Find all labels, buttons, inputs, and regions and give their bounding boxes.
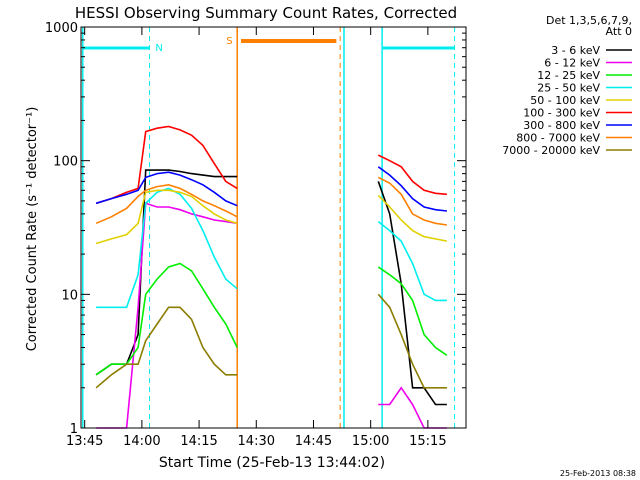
- y-tick-label-2: 100: [53, 155, 78, 170]
- series-3-line-2: [377, 220, 447, 302]
- legend-label-1: 6 - 12 keV: [544, 57, 600, 70]
- series-4-line-2: [377, 194, 448, 242]
- x-tick-label-6: 15:15: [409, 434, 446, 449]
- chart-title: HESSI Observing Summary Count Rates, Cor…: [75, 4, 457, 22]
- x-tick-label-2: 14:15: [180, 434, 217, 449]
- x-tick-label-5: 15:00: [352, 434, 389, 449]
- series-8-line-1: [95, 306, 238, 389]
- legend-label-7: 800 - 7000 keV: [516, 132, 600, 145]
- plot-area: N S 13:45 14:00 14:15 14:30 14:45 15:00 15:15 1 10…: [45, 21, 467, 449]
- series-4-line-1: [95, 189, 238, 245]
- legend-label-4: 50 - 100 keV: [530, 94, 600, 107]
- x-tick-label-0: 13:45: [66, 434, 103, 449]
- legend-label-3: 25 - 50 keV: [537, 82, 600, 95]
- x-tick-label-4: 14:45: [295, 434, 332, 449]
- series-5-line-1: [95, 125, 238, 205]
- x-tick-label-1: 14:00: [123, 434, 160, 449]
- legend-label-5: 100 - 300 keV: [523, 107, 600, 120]
- series-1-line-2: [378, 386, 447, 429]
- plot-timestamp: 25-Feb-2013 08:38: [560, 469, 636, 478]
- y-tick-label-3: 1000: [45, 21, 78, 36]
- series-7-line-1: [95, 183, 238, 225]
- series-8-line-2: [377, 293, 447, 389]
- series-3-line-1: [96, 187, 238, 309]
- legend-label-2: 12 - 25 keV: [537, 69, 600, 82]
- series-0-line-2: [377, 181, 447, 406]
- series-6-line-1: [95, 171, 238, 207]
- legend-label-0: 3 - 6 keV: [551, 44, 600, 57]
- series-2-line-2: [377, 266, 448, 356]
- series-0-line-1: [95, 169, 238, 376]
- y-axis-label: Corrected Count Rate (s⁻¹ detector⁻¹): [25, 107, 40, 352]
- legend-label-6: 300 - 800 keV: [523, 119, 600, 132]
- series-5-line-2: [377, 154, 447, 196]
- x-tick-label-3: 14:30: [238, 434, 275, 449]
- y-tick-label-1: 10: [61, 288, 78, 303]
- legend-header-1: Att 0: [606, 25, 632, 38]
- attenuator-label: N: [155, 43, 162, 54]
- series-2-line-1: [95, 262, 238, 376]
- plot-frame: [80, 26, 467, 429]
- legend-label-8: 7000 - 20000 keV: [502, 144, 600, 157]
- legend-header-0: Det 1,3,5,6,7,9,: [546, 14, 632, 27]
- y-tick-label-0: 1: [70, 422, 78, 437]
- saa-label: S: [226, 36, 232, 47]
- series-6-line-2: [377, 166, 447, 212]
- series-7-line-2: [377, 176, 448, 226]
- x-axis-label: Start Time (25-Feb-13 13:44:02): [159, 455, 385, 471]
